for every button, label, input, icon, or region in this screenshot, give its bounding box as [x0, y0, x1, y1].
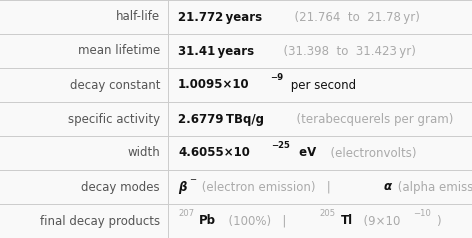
Text: 207: 207 — [178, 209, 194, 218]
Text: per second: per second — [287, 79, 356, 91]
Text: (21.764  to  21.78 yr): (21.764 to 21.78 yr) — [287, 10, 420, 24]
Text: Tl: Tl — [340, 214, 353, 228]
Text: decay constant: decay constant — [69, 79, 160, 91]
Text: eV: eV — [295, 147, 316, 159]
Text: 21.772 years: 21.772 years — [178, 10, 262, 24]
Text: 2.6779 TBq/g: 2.6779 TBq/g — [178, 113, 264, 125]
Text: ): ) — [437, 214, 441, 228]
Text: −10: −10 — [413, 209, 431, 218]
Text: (electronvolts): (electronvolts) — [322, 147, 416, 159]
Text: 1.0095×10: 1.0095×10 — [178, 79, 250, 91]
Text: (electron emission)   |: (electron emission) | — [198, 180, 342, 193]
Text: −25: −25 — [271, 141, 290, 150]
Text: (terabecquerels per gram): (terabecquerels per gram) — [289, 113, 453, 125]
Text: (alpha emission): (alpha emission) — [394, 180, 472, 193]
Text: specific activity: specific activity — [68, 113, 160, 125]
Text: −9: −9 — [270, 73, 284, 82]
Text: mean lifetime: mean lifetime — [78, 45, 160, 58]
Text: 205: 205 — [320, 209, 336, 218]
Text: 31.41 years: 31.41 years — [178, 45, 254, 58]
Text: width: width — [127, 147, 160, 159]
Text: −: − — [189, 175, 196, 184]
Text: β: β — [178, 180, 186, 193]
Text: Pb: Pb — [199, 214, 216, 228]
Text: final decay products: final decay products — [40, 214, 160, 228]
Text: (31.398  to  31.423 yr): (31.398 to 31.423 yr) — [276, 45, 416, 58]
Text: (100%)   |: (100%) | — [221, 214, 297, 228]
Text: (9×10: (9×10 — [356, 214, 400, 228]
Text: half-life: half-life — [116, 10, 160, 24]
Text: 4.6055×10: 4.6055×10 — [178, 147, 250, 159]
Text: α: α — [384, 180, 392, 193]
Text: decay modes: decay modes — [81, 180, 160, 193]
